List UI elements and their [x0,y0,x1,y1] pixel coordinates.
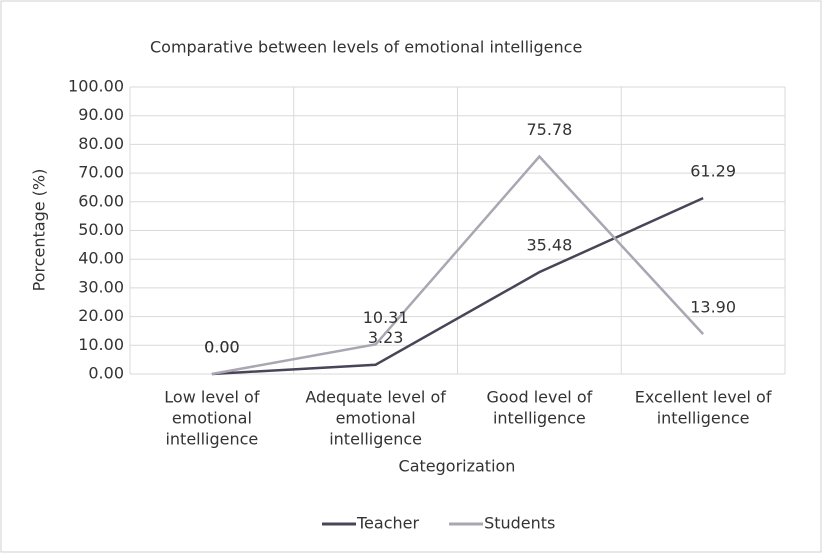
x-tick-label: intelligence [657,409,750,428]
line-series [211,154,705,376]
x-tick-label: emotional [172,409,252,428]
y-tick-label: 70.00 [78,163,124,182]
y-tick-label: 100.00 [68,77,124,96]
y-tick-label: 0.00 [88,364,124,383]
x-tick-label: intelligence [493,409,586,428]
x-tick-label: emotional [336,409,416,428]
y-tick-label: 50.00 [78,220,124,239]
legend-label: Students [484,514,555,533]
y-tick-label: 20.00 [78,306,124,325]
x-axis-label: Categorization [399,457,516,476]
data-label: 75.78 [526,120,572,139]
data-label: 13.90 [690,298,736,317]
x-tick-label: Good level of [486,388,592,407]
x-tick-label: Excellent level of [635,388,772,407]
line-series [211,196,704,376]
y-tick-label: 30.00 [78,277,124,296]
data-label: 0.00 [204,338,240,357]
y-tick-label: 80.00 [78,134,124,153]
x-tick-label: Adequate level of [305,388,446,407]
y-axis-label: Porcentage (%) [30,169,49,292]
chart-title: Comparative between levels of emotional … [150,38,582,57]
y-tick-label: 10.00 [78,335,124,354]
y-tick-label: 60.00 [78,191,124,210]
data-label: 10.31 [363,308,409,327]
y-tick-label: 90.00 [78,105,124,124]
x-tick-label: intelligence [329,430,422,449]
legend-label: Teacher [356,514,419,533]
data-label: 0.00 [204,338,240,357]
data-label: 61.29 [690,162,736,181]
data-label: 35.48 [526,236,572,255]
y-tick-label: 40.00 [78,249,124,268]
x-tick-label: intelligence [165,430,258,449]
x-tick-label: Low level of [164,388,260,407]
